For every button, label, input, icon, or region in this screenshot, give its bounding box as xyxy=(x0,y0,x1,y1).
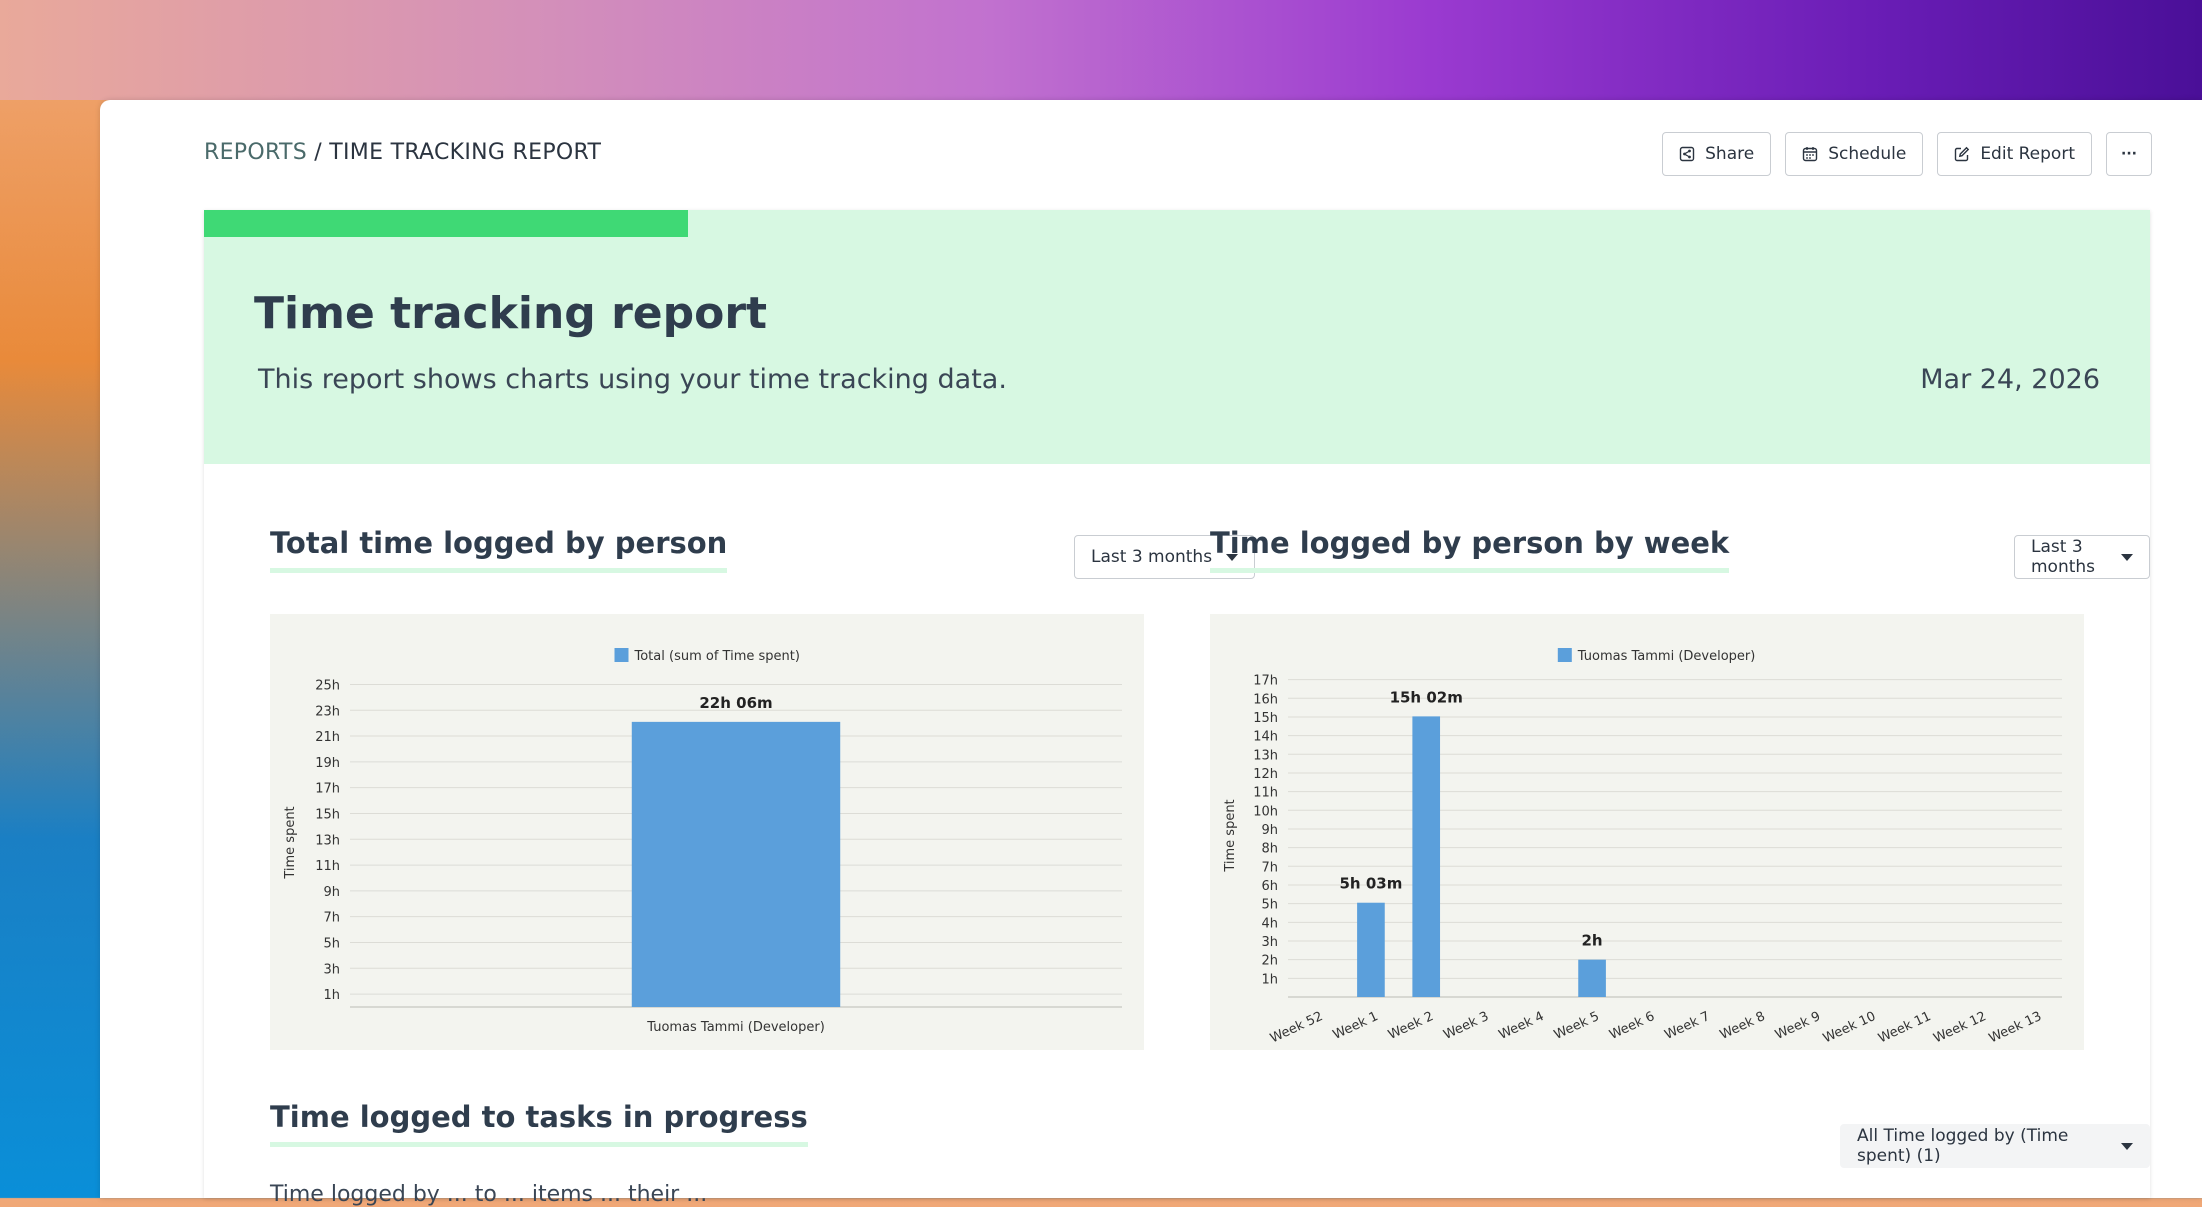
chevron-down-icon xyxy=(2121,553,2133,561)
bar xyxy=(1578,959,1606,997)
report-title: Time tracking report xyxy=(254,288,768,339)
y-tick-label: 3h xyxy=(1261,935,1278,950)
y-tick-label: 15h xyxy=(1253,711,1278,726)
x-tick-label: Week 12 xyxy=(1931,1009,1988,1046)
app-window: REPORTS / TIME TRACKING REPORT Share Sch… xyxy=(100,100,2202,1207)
y-tick-label: 2h xyxy=(1261,954,1278,969)
breadcrumb-separator: / xyxy=(306,140,330,165)
share-label: Share xyxy=(1705,144,1755,164)
legend-label: Tuomas Tammi (Developer) xyxy=(1577,649,1756,664)
tasks-filter-dropdown[interactable]: All Time logged by (Time spent) (1) xyxy=(1840,1124,2150,1168)
weekly-time-title: Time logged by person by week xyxy=(1210,526,1730,573)
x-tick-label: Week 7 xyxy=(1662,1009,1712,1043)
report-description: This report shows charts using your time… xyxy=(258,364,1007,395)
x-tick-label: Week 11 xyxy=(1876,1009,1933,1046)
x-tick-label: Week 10 xyxy=(1821,1009,1878,1046)
x-tick-label: Week 6 xyxy=(1607,1009,1657,1043)
weekly-range-dropdown[interactable]: Last 3 months xyxy=(2014,535,2150,579)
y-tick-label: 15h xyxy=(315,807,340,822)
legend-swatch xyxy=(614,648,629,662)
y-tick-label: 5h xyxy=(323,936,340,951)
y-tick-label: 1h xyxy=(323,988,340,1003)
y-axis-title: Time spent xyxy=(283,806,298,879)
report-header: Time tracking report This report shows c… xyxy=(204,210,2150,464)
total-time-title: Total time logged by person xyxy=(270,526,728,573)
report-toolbar: Share Schedule Edit Report ··· xyxy=(1662,132,2152,176)
legend-swatch xyxy=(1557,648,1572,662)
bar-value-label: 5h 03m xyxy=(1340,875,1403,893)
y-tick-label: 11h xyxy=(1253,786,1278,801)
more-icon: ··· xyxy=(2121,146,2137,162)
y-tick-label: 3h xyxy=(323,962,340,977)
tasks-filter-value: All Time logged by (Time spent) (1) xyxy=(1857,1126,2069,1166)
y-tick-label: 7h xyxy=(1261,860,1278,875)
y-tick-label: 9h xyxy=(323,885,340,900)
weekly-range-value: Last 3 months xyxy=(2031,537,2096,577)
bar-value-label: 22h 06m xyxy=(699,694,772,712)
x-tick-label: Week 9 xyxy=(1773,1009,1823,1043)
schedule-button[interactable]: Schedule xyxy=(1785,132,1924,176)
more-options-button[interactable]: ··· xyxy=(2106,132,2152,176)
x-tick-label: Week 4 xyxy=(1497,1009,1547,1043)
chevron-down-icon xyxy=(2121,1142,2133,1150)
y-tick-label: 6h xyxy=(1261,879,1278,894)
total-time-chart-svg: Total (sum of Time spent) 1h 3h 5h 7h 9h 11h 13… xyxy=(283,648,1122,1035)
y-tick-label: 13h xyxy=(315,833,340,848)
breadcrumb: REPORTS / TIME TRACKING REPORT xyxy=(204,140,601,165)
x-tick-label: Tuomas Tammi (Developer) xyxy=(646,1020,825,1035)
y-tick-label: 9h xyxy=(1261,823,1278,838)
edit-report-button[interactable]: Edit Report xyxy=(1937,132,2092,176)
total-time-chart: Total (sum of Time spent) 1h 3h 5h 7h 9h 11h 13… xyxy=(270,614,1144,1050)
desktop-background xyxy=(0,0,2202,100)
y-tick-label: 17h xyxy=(1253,674,1278,689)
breadcrumb-reports-link[interactable]: REPORTS xyxy=(204,140,307,165)
share-button[interactable]: Share xyxy=(1662,132,1772,176)
edit-report-label: Edit Report xyxy=(1980,144,2075,164)
calendar-icon xyxy=(1802,147,1818,162)
report-card: Time tracking report This report shows c… xyxy=(204,210,2150,1207)
y-tick-label: 7h xyxy=(323,911,340,926)
x-tick-label: Week 8 xyxy=(1718,1009,1768,1043)
y-tick-label: 21h xyxy=(315,730,340,745)
y-tick-label: 14h xyxy=(1253,730,1278,745)
y-tick-label: 5h xyxy=(1261,898,1278,913)
x-tick-label: Week 1 xyxy=(1331,1009,1381,1043)
x-tick-label: Week 3 xyxy=(1441,1009,1491,1043)
y-tick-label: 10h xyxy=(1253,804,1278,819)
chevron-down-icon xyxy=(1226,553,1239,561)
y-tick-label: 11h xyxy=(315,859,340,874)
bar xyxy=(631,721,841,1007)
bar-value-label: 15h 02m xyxy=(1390,688,1463,706)
y-tick-label: 13h xyxy=(1253,748,1278,763)
y-tick-label: 12h xyxy=(1253,767,1278,782)
legend-label: Total (sum of Time spent) xyxy=(634,649,800,664)
y-tick-label: 16h xyxy=(1253,692,1278,707)
share-icon xyxy=(1679,146,1695,162)
x-tick-label: Week 52 xyxy=(1268,1009,1325,1046)
y-tick-label: 23h xyxy=(315,704,340,719)
total-range-value: Last 3 months xyxy=(1091,547,1213,567)
y-tick-label: 25h xyxy=(315,678,340,693)
y-tick-label: 4h xyxy=(1261,916,1278,931)
weekly-time-chart-svg: Tuomas Tammi (Developer) 1h 2h 3h 4h 5h 6h 7h 8h… xyxy=(1223,648,2062,1046)
edit-icon xyxy=(1955,146,1970,162)
header-accent-bar xyxy=(204,210,688,237)
bar xyxy=(1357,902,1385,997)
tasks-subtitle: Time logged by ... to ... items ... thei… xyxy=(270,1182,708,1207)
bar-value-label: 2h xyxy=(1582,932,1603,950)
tasks-time-title: Time logged to tasks in progress xyxy=(270,1100,808,1147)
report-date: Mar 24, 2026 xyxy=(1920,364,2100,395)
y-tick-label: 1h xyxy=(1261,972,1278,987)
x-tick-label: Week 13 xyxy=(1987,1009,2044,1046)
bar xyxy=(1412,716,1441,997)
y-axis-title: Time spent xyxy=(1223,799,1238,872)
breadcrumb-current: TIME TRACKING REPORT xyxy=(329,140,602,165)
y-tick-label: 19h xyxy=(315,756,340,771)
y-tick-label: 8h xyxy=(1261,842,1278,857)
x-tick-label: Week 2 xyxy=(1386,1009,1436,1043)
schedule-label: Schedule xyxy=(1828,144,1907,164)
x-tick-label: Week 5 xyxy=(1552,1009,1602,1043)
y-tick-label: 17h xyxy=(315,782,340,797)
weekly-time-chart: Tuomas Tammi (Developer) 1h 2h 3h 4h 5h 6h 7h 8h… xyxy=(1210,614,2084,1050)
